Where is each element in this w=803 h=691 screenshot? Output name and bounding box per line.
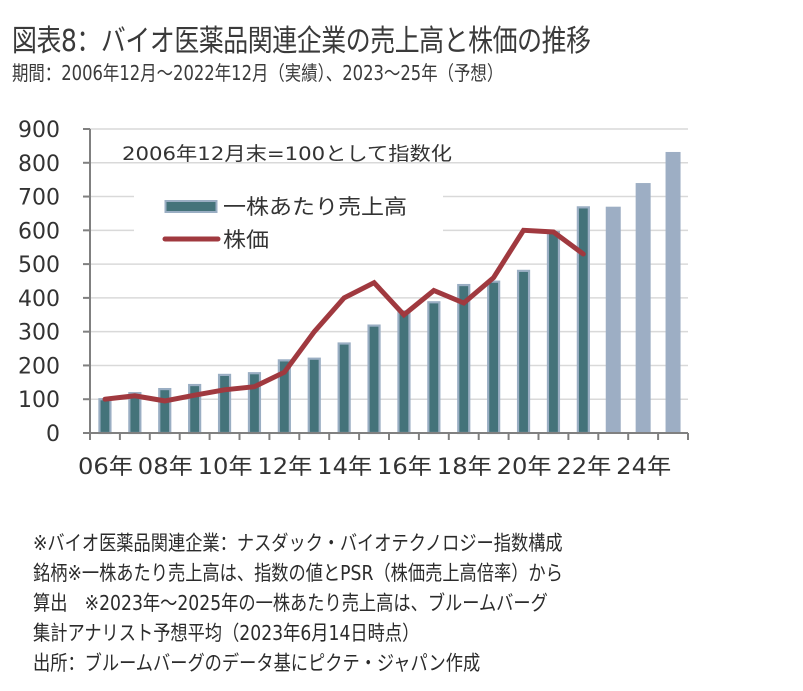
x-tick-label: 06年 bbox=[78, 455, 133, 480]
bar bbox=[367, 324, 381, 435]
chart: 0 100 200 300 400 500 600 700 800 900 06年 08年 10年 12… bbox=[18, 118, 689, 480]
legend: 一株あたり売上高 株価 bbox=[162, 195, 407, 252]
bar-forecast bbox=[665, 151, 681, 434]
footnote-line: 集計アナリスト予想平均（2023年6月14日時点） bbox=[33, 621, 420, 645]
y-tick-label: 0 bbox=[46, 422, 60, 447]
bar bbox=[487, 280, 501, 435]
chart-subtitle: 期間：2006年12月～2022年12月（実績）、2023～25年（予想） bbox=[12, 61, 504, 85]
bar bbox=[427, 301, 441, 435]
bar bbox=[337, 342, 351, 435]
chart-annotation: 2006年12月末=100として指数化 bbox=[122, 143, 452, 165]
bar bbox=[516, 269, 531, 435]
y-tick-label: 400 bbox=[18, 287, 60, 312]
chart-title: 図表8：バイオ医薬品関連企業の売上高と株価の推移 bbox=[12, 24, 591, 59]
y-tick-label: 700 bbox=[18, 186, 60, 211]
gridlines bbox=[90, 128, 688, 400]
x-tick-labels: 06年 08年 10年 12年 14年 16年 18年 20年 22年 24年 bbox=[78, 455, 671, 480]
bar bbox=[307, 357, 321, 435]
x-tick-label: 12年 bbox=[257, 455, 312, 480]
y-tick-label: 500 bbox=[18, 253, 60, 278]
bar bbox=[457, 283, 471, 435]
x-tick-label: 14年 bbox=[317, 455, 372, 480]
x-tick-label: 16年 bbox=[377, 455, 432, 480]
bar bbox=[158, 387, 172, 435]
x-tick-label: 08年 bbox=[138, 455, 193, 480]
y-tick-label: 200 bbox=[18, 354, 60, 379]
bar-forecast bbox=[605, 206, 621, 433]
bar bbox=[397, 310, 411, 435]
y-tick-label: 100 bbox=[18, 388, 60, 413]
legend-bar-label: 一株あたり売上高 bbox=[223, 195, 407, 219]
y-tick-labels: 0 100 200 300 400 500 600 700 800 900 bbox=[18, 118, 60, 447]
legend-line-label: 株価 bbox=[223, 228, 269, 252]
x-tick-label: 20年 bbox=[497, 455, 552, 480]
x-tick-label: 10年 bbox=[198, 455, 253, 480]
y-tick-label: 800 bbox=[18, 152, 60, 177]
legend-bar-swatch bbox=[164, 200, 218, 213]
bar bbox=[98, 398, 112, 435]
footnotes: ※バイオ医薬品関連企業：ナスダック・バイオテクノロジー指数構成 銘柄※一株あたり… bbox=[33, 528, 793, 678]
footnote-line: ※バイオ医薬品関連企業：ナスダック・バイオテクノロジー指数構成 bbox=[33, 531, 563, 555]
bar-forecast bbox=[635, 183, 651, 433]
bar bbox=[576, 206, 590, 435]
line-series bbox=[102, 227, 586, 404]
footnote-line: 出所：ブルームバーグのデータ基にピクテ・ジャパン作成 bbox=[33, 651, 481, 675]
x-tick-label: 22年 bbox=[556, 455, 611, 480]
bar bbox=[128, 392, 142, 435]
bar bbox=[546, 230, 561, 435]
y-tick-label: 600 bbox=[18, 219, 60, 244]
x-tick-label: 24年 bbox=[616, 455, 671, 480]
y-tick-label: 300 bbox=[18, 321, 60, 346]
footnote-line: 銘柄※一株あたり売上高は、指数の値とPSR（株価売上高倍率）から bbox=[33, 561, 563, 585]
bar bbox=[217, 373, 232, 435]
footnote-line: 算出 ※2023年～2025年の一株あたり売上高は、ブルームバーグ bbox=[33, 591, 548, 615]
axes bbox=[83, 128, 689, 440]
y-tick-label: 900 bbox=[18, 118, 60, 143]
x-tick-label: 18年 bbox=[437, 455, 492, 480]
